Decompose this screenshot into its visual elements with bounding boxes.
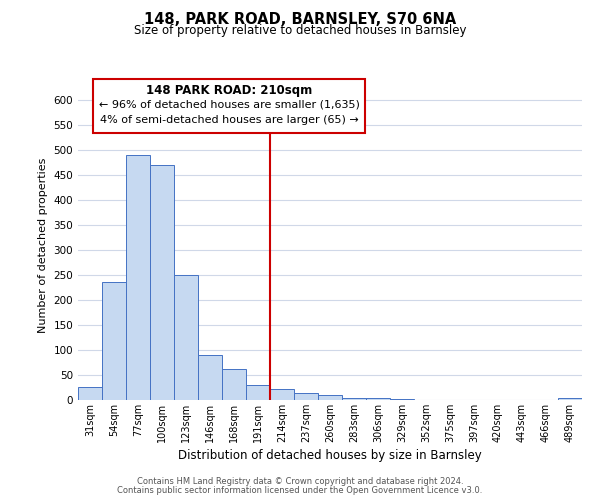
Text: 4% of semi-detached houses are larger (65) →: 4% of semi-detached houses are larger (6… xyxy=(100,115,359,125)
Bar xyxy=(78,387,102,400)
Bar xyxy=(222,368,246,400)
Text: 148 PARK ROAD: 210sqm: 148 PARK ROAD: 210sqm xyxy=(146,84,313,97)
Bar xyxy=(102,282,126,400)
Text: Size of property relative to detached houses in Barnsley: Size of property relative to detached ho… xyxy=(134,24,466,37)
Text: 148, PARK ROAD, BARNSLEY, S70 6NA: 148, PARK ROAD, BARNSLEY, S70 6NA xyxy=(144,12,456,28)
Text: ← 96% of detached houses are smaller (1,635): ← 96% of detached houses are smaller (1,… xyxy=(99,100,359,110)
Bar xyxy=(150,165,174,400)
Bar xyxy=(318,394,342,400)
Bar xyxy=(174,275,198,400)
Bar xyxy=(558,398,582,400)
Text: Contains public sector information licensed under the Open Government Licence v3: Contains public sector information licen… xyxy=(118,486,482,495)
FancyBboxPatch shape xyxy=(93,79,365,134)
Bar xyxy=(246,384,270,400)
Bar xyxy=(294,392,318,400)
Y-axis label: Number of detached properties: Number of detached properties xyxy=(38,158,48,332)
Bar xyxy=(270,388,294,400)
Bar xyxy=(126,155,150,400)
Bar xyxy=(342,398,366,400)
Bar xyxy=(390,399,414,400)
X-axis label: Distribution of detached houses by size in Barnsley: Distribution of detached houses by size … xyxy=(178,449,482,462)
Text: Contains HM Land Registry data © Crown copyright and database right 2024.: Contains HM Land Registry data © Crown c… xyxy=(137,477,463,486)
Bar xyxy=(366,398,390,400)
Bar xyxy=(198,355,222,400)
